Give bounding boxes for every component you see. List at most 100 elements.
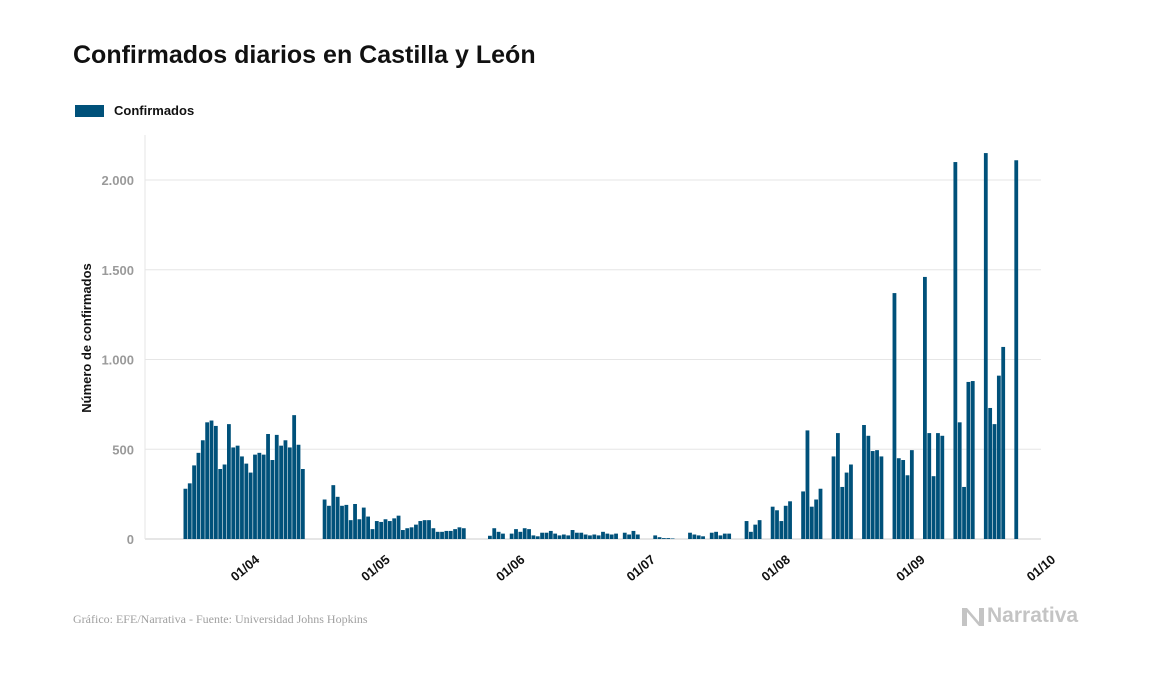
legend: Confirmados xyxy=(75,103,194,118)
bar xyxy=(331,485,336,539)
bar xyxy=(405,528,410,539)
bar xyxy=(714,531,718,539)
bar xyxy=(1014,160,1019,539)
bar xyxy=(688,532,692,539)
bar xyxy=(840,486,845,539)
bar xyxy=(862,425,866,539)
bar xyxy=(401,530,405,539)
bar xyxy=(814,499,819,539)
bar xyxy=(448,530,453,539)
bar xyxy=(836,433,840,539)
bar xyxy=(879,456,884,539)
bar xyxy=(514,529,518,539)
bar xyxy=(592,534,597,539)
bar xyxy=(866,435,871,539)
bar xyxy=(383,519,388,539)
bar xyxy=(427,520,431,539)
bar xyxy=(379,521,384,539)
bar xyxy=(727,533,732,539)
x-tick-label: 01/04 xyxy=(228,551,263,584)
bar xyxy=(518,531,523,539)
bar xyxy=(992,424,997,539)
y-tick-label: 2.000 xyxy=(101,173,134,188)
bar xyxy=(279,445,283,539)
source-note: Gráfico: EFE/Narrativa - Fuente: Univers… xyxy=(73,612,368,626)
bar xyxy=(374,521,379,539)
bar xyxy=(570,530,575,539)
bar xyxy=(435,531,440,539)
bar xyxy=(614,533,618,539)
bar xyxy=(457,527,462,539)
bar xyxy=(200,440,205,539)
bar xyxy=(392,518,397,539)
bar xyxy=(996,375,1001,539)
bar xyxy=(418,521,423,539)
bar xyxy=(366,516,370,539)
bar xyxy=(927,433,932,539)
x-tick-label: 01/08 xyxy=(758,552,793,584)
legend-label: Confirmados xyxy=(114,103,195,118)
brand-name: Narrativa xyxy=(987,604,1079,627)
bar xyxy=(461,528,466,539)
legend-swatch xyxy=(75,104,104,117)
bar xyxy=(553,533,558,539)
bar xyxy=(718,535,723,539)
bar xyxy=(205,422,210,539)
y-tick-label: 1.000 xyxy=(101,353,134,368)
bar xyxy=(396,515,401,539)
bar xyxy=(209,420,214,539)
bar xyxy=(805,430,810,539)
bar xyxy=(662,538,666,539)
bar xyxy=(657,537,662,539)
bar xyxy=(753,524,758,539)
bar xyxy=(596,535,601,539)
bar xyxy=(414,524,418,539)
bar xyxy=(261,454,266,539)
bar xyxy=(340,505,344,539)
bar xyxy=(213,425,218,539)
bar xyxy=(631,530,636,539)
bar xyxy=(548,530,553,539)
bar xyxy=(509,533,514,539)
bar xyxy=(744,521,749,539)
bar xyxy=(531,535,536,539)
bar xyxy=(575,532,579,539)
bar xyxy=(579,532,584,539)
bar xyxy=(296,444,301,539)
bar xyxy=(496,531,501,539)
brand-logo: Narrativa xyxy=(962,604,1078,628)
bar xyxy=(488,535,492,539)
bar xyxy=(527,529,531,539)
bar xyxy=(609,534,614,539)
bar xyxy=(957,422,962,539)
bar xyxy=(605,533,610,539)
bar xyxy=(905,475,910,539)
bar xyxy=(692,534,697,539)
bar xyxy=(283,440,288,539)
bar xyxy=(192,465,196,539)
bar xyxy=(440,531,444,539)
bar xyxy=(601,531,605,539)
bar xyxy=(788,501,792,539)
bar xyxy=(653,535,658,539)
bar xyxy=(561,534,566,539)
bar xyxy=(270,460,275,539)
bar xyxy=(322,499,327,539)
bar xyxy=(988,407,993,539)
bar xyxy=(749,531,753,539)
y-axis-label: Número de confirmados xyxy=(79,263,94,413)
bar xyxy=(701,536,705,539)
bar xyxy=(444,530,449,539)
bar xyxy=(844,472,849,539)
bar xyxy=(870,451,875,539)
bar xyxy=(966,381,971,539)
bar xyxy=(779,521,784,539)
bar xyxy=(522,528,527,539)
bar xyxy=(892,293,897,539)
bar xyxy=(387,521,392,539)
bar xyxy=(849,464,853,539)
bar xyxy=(266,433,270,539)
bar xyxy=(353,503,357,539)
bar xyxy=(962,486,966,539)
y-tick-label: 500 xyxy=(112,442,134,457)
